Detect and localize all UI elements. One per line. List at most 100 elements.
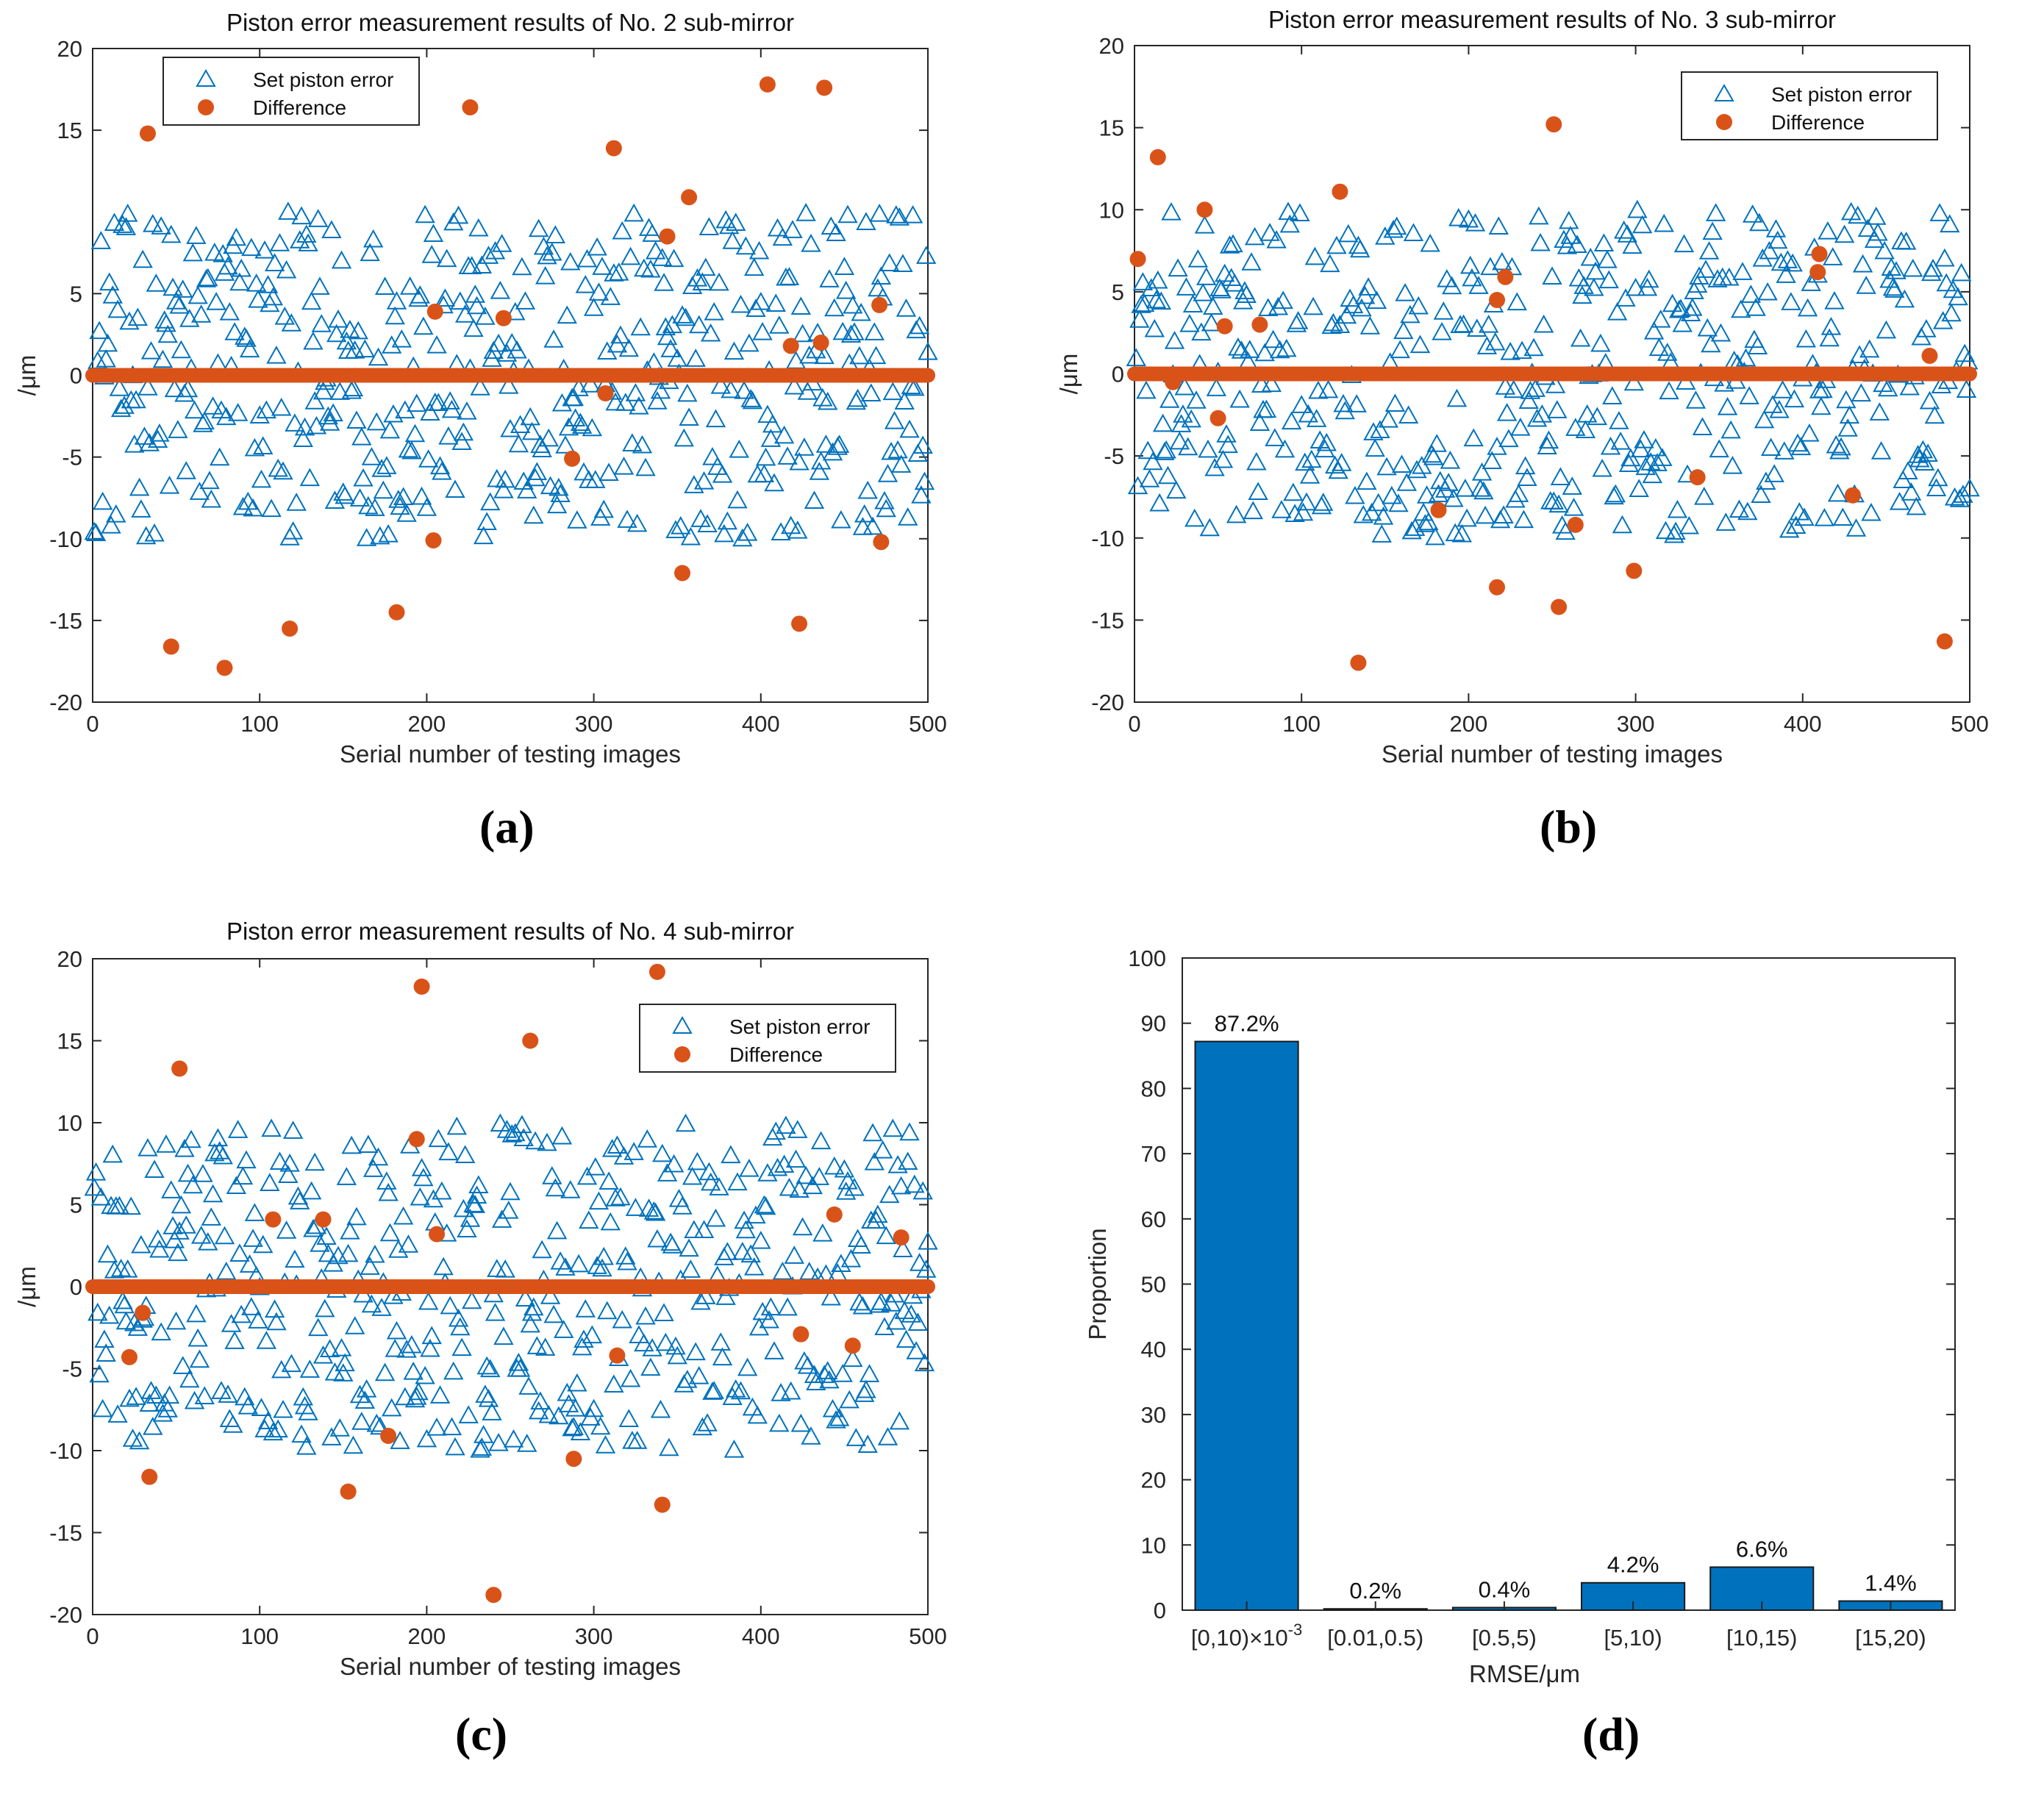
set-piston-point <box>360 1257 380 1275</box>
difference-point <box>462 99 479 116</box>
difference-point <box>425 532 442 548</box>
set-piston-point <box>1613 220 1634 239</box>
set-piston-point <box>177 379 199 398</box>
set-piston-point <box>840 324 862 343</box>
set-piston-point <box>1550 467 1571 485</box>
set-piston-point <box>898 1151 918 1170</box>
set-piston-point <box>445 1437 465 1456</box>
set-piston-point <box>844 322 865 340</box>
set-piston-point <box>115 217 137 235</box>
x-tick-label: 0 <box>86 711 99 737</box>
set-piston-point <box>304 1152 325 1171</box>
set-piston-point <box>1513 510 1534 529</box>
set-piston-point <box>634 1333 654 1352</box>
set-piston-point <box>538 428 559 447</box>
set-piston-point <box>106 504 126 523</box>
set-piston-point <box>181 1129 201 1148</box>
set-piston-point <box>99 1305 120 1324</box>
set-piston-point <box>248 1310 268 1329</box>
set-piston-point <box>1824 290 1845 310</box>
set-piston-point <box>257 1411 279 1429</box>
set-piston-point <box>1438 473 1459 491</box>
set-piston-point <box>388 490 409 508</box>
y-tick-label: 30 <box>1141 1402 1166 1428</box>
set-piston-point <box>755 447 776 466</box>
set-piston-point <box>507 340 527 359</box>
set-piston-point <box>1363 422 1384 440</box>
set-piston-point <box>1382 485 1402 504</box>
set-piston-point <box>757 1163 778 1182</box>
set-piston-point <box>717 1242 738 1260</box>
x-tick-label: [0.01,0.5) <box>1327 1625 1423 1651</box>
set-piston-point <box>1390 340 1410 359</box>
set-piston-point <box>1597 250 1618 268</box>
set-piston-point <box>551 1126 573 1145</box>
set-piston-point <box>909 1253 930 1271</box>
set-piston-point <box>573 1329 594 1348</box>
y-axis-label: /μm <box>1055 354 1082 395</box>
set-piston-point <box>1318 379 1339 398</box>
set-piston-point <box>767 1157 788 1176</box>
set-piston-point <box>193 1164 213 1182</box>
y-tick-label: 90 <box>1141 1011 1166 1037</box>
set-piston-point <box>391 329 412 348</box>
set-piston-point <box>485 1302 506 1321</box>
set-piston-point <box>1831 437 1851 456</box>
set-piston-point <box>1156 440 1176 459</box>
set-piston-point <box>399 276 421 295</box>
set-piston-point <box>834 1159 855 1178</box>
x-axis-label: Serial number of testing images <box>340 1653 681 1680</box>
difference-point <box>1209 410 1226 426</box>
set-piston-point <box>335 485 355 504</box>
set-piston-point <box>1493 505 1514 523</box>
set-piston-point <box>281 1354 302 1373</box>
set-piston-point <box>718 215 740 235</box>
set-piston-point <box>1901 482 1922 501</box>
x-tick-label: [15,20) <box>1855 1625 1926 1651</box>
set-piston-point <box>268 458 288 477</box>
set-piston-point <box>744 257 765 276</box>
x-tick-label: 0 <box>86 1623 99 1649</box>
set-piston-point <box>777 446 798 465</box>
set-piston-point <box>1679 515 1700 535</box>
set-piston-point <box>907 1312 929 1331</box>
difference-point <box>1165 373 1182 390</box>
set-piston-point <box>1271 500 1292 518</box>
set-piston-point <box>886 205 907 224</box>
set-piston-point <box>268 1419 288 1438</box>
set-piston-point <box>1332 453 1352 471</box>
set-piston-point <box>189 1349 210 1368</box>
set-piston-point <box>851 1235 871 1254</box>
set-piston-point <box>852 517 873 535</box>
y-tick-label: 20 <box>57 946 82 972</box>
set-piston-point <box>473 1425 494 1443</box>
set-piston-point <box>821 1287 841 1306</box>
set-piston-point <box>729 439 749 458</box>
set-piston-point <box>518 1376 539 1395</box>
set-piston-point <box>1182 294 1204 313</box>
set-piston-point <box>1866 207 1887 225</box>
set-piston-point <box>1194 215 1215 234</box>
set-piston-point <box>687 268 708 287</box>
set-piston-point <box>335 1353 355 1372</box>
set-piston-point <box>243 1229 263 1247</box>
set-piston-point <box>1259 223 1280 241</box>
set-piston-point <box>1731 299 1751 318</box>
set-piston-point <box>1391 454 1412 473</box>
set-piston-point <box>1299 465 1321 484</box>
set-piston-point <box>680 1259 701 1278</box>
set-piston-point <box>610 325 631 344</box>
set-piston-point <box>548 1406 569 1425</box>
difference-point <box>565 1451 582 1468</box>
set-piston-point <box>801 1426 821 1445</box>
y-tick-label: 60 <box>1141 1207 1166 1232</box>
chart-title: Piston error measurement results of No. … <box>226 9 794 36</box>
set-piston-point <box>212 1145 233 1165</box>
set-piston-point <box>508 434 529 453</box>
difference-point <box>429 1226 446 1243</box>
set-piston-point <box>1482 451 1502 469</box>
set-piston-point <box>1827 483 1848 502</box>
set-piston-point <box>407 1386 427 1405</box>
set-piston-point <box>1203 296 1223 315</box>
set-piston-point <box>184 400 205 419</box>
